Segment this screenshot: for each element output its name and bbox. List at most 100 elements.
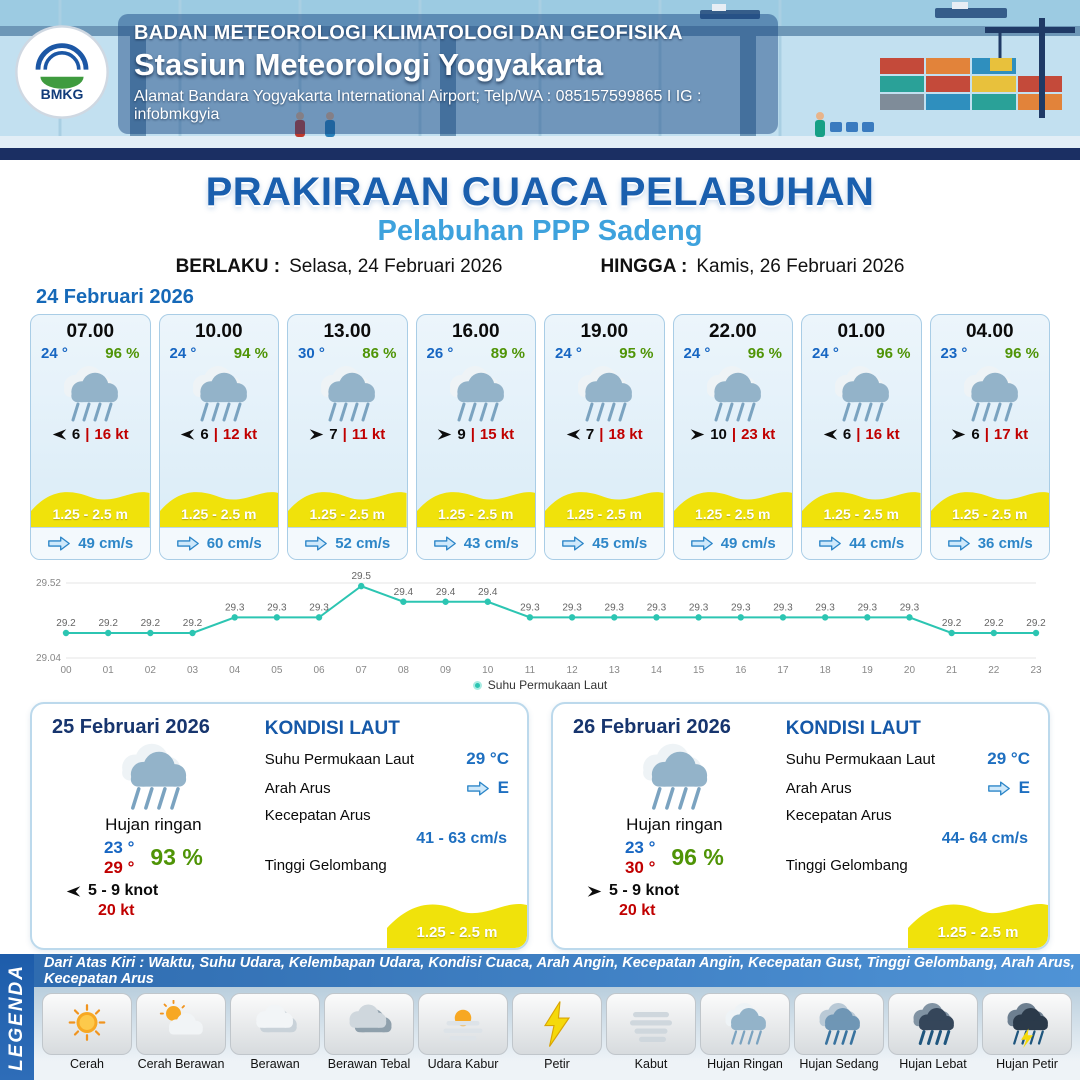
lightning-icon (512, 993, 602, 1055)
gust-speed: 12 kt (222, 426, 258, 443)
hourly-date: 24 Februari 2026 (36, 286, 194, 308)
temp-humidity-row: 24 ° 94 % (160, 343, 279, 362)
svg-text:29.3: 29.3 (647, 602, 667, 613)
wind-row: 5 - 9 knot (587, 882, 679, 900)
legend-item-label: Hujan Lebat (899, 1057, 967, 1071)
current-speed: 36 cm/s (977, 535, 1033, 552)
gust-speed: 20 kt (619, 902, 656, 920)
wave-shape (387, 903, 527, 948)
legend-main: Dari Atas Kiri : Waktu, Suhu Udara, Kele… (34, 954, 1080, 1080)
legend-title-strip: LEGENDA (0, 954, 34, 1080)
legend-item-label: Hujan Ringan (707, 1057, 783, 1071)
wave-height-band: 1.25 - 2.5 m (545, 481, 664, 527)
legend-item: Cerah (42, 993, 132, 1072)
cloud-icon (230, 993, 320, 1055)
legend-item-label: Berawan Tebal (327, 1057, 411, 1071)
wave-height-label: Tinggi Gelombang (785, 857, 908, 874)
current-speed: 43 cm/s (463, 535, 519, 552)
forecast-time: 19.00 (580, 321, 629, 342)
temp-humidity-row: 24 ° 96 % (674, 343, 793, 362)
gust-speed: 16 kt (94, 426, 129, 443)
current-direction-icon (947, 535, 971, 552)
temp-humidity-row: 23 ° 96 % (931, 343, 1050, 362)
wind-speed: 6 (971, 426, 980, 443)
wind-row: 6 | 16 kt (31, 426, 150, 443)
daily-card: 25 Februari 2026 Hujan ringan 23 ° 29 ° … (30, 702, 529, 950)
current-direction-icon (987, 780, 1011, 797)
current-speed-value: 44- 64 cm/s (941, 830, 1028, 847)
humidity: 95 % (619, 345, 654, 362)
dark-clouds-icon (324, 993, 414, 1055)
forecast-time: 13.00 (323, 321, 372, 342)
rain-icon (802, 362, 921, 426)
svg-text:29.3: 29.3 (900, 602, 920, 613)
svg-text:29.2: 29.2 (141, 618, 161, 629)
svg-text:05: 05 (271, 665, 283, 676)
wind-row: 7 | 18 kt (545, 426, 664, 443)
gust-speed: 23 kt (741, 426, 776, 443)
humidity: 93 % (150, 844, 203, 871)
wind-direction-icon (309, 427, 324, 442)
divider: | (342, 426, 347, 443)
humidity: 96 % (876, 345, 911, 362)
wind-direction-icon (52, 427, 67, 442)
wave-height-band: 1.25 - 2.5 m (31, 481, 150, 527)
station-name: Stasiun Meteorologi Yogyakarta (134, 47, 604, 82)
hingga-label: HINGGA : (600, 256, 688, 277)
svg-text:29.5: 29.5 (351, 571, 371, 582)
wave-height-band: 1.25 - 2.5 m (387, 890, 527, 948)
temp-humidity-row: 24 ° 96 % (31, 343, 150, 362)
forecast-card: 16.00 26 ° 89 % 9 | 15 kt (415, 314, 536, 560)
svg-text:29.3: 29.3 (858, 602, 878, 613)
legend-item-label: Cerah (69, 1057, 105, 1071)
svg-text:29.3: 29.3 (731, 602, 751, 613)
humidity: 96 % (747, 345, 782, 362)
svg-text:29.3: 29.3 (773, 602, 793, 613)
agency-name: BADAN METEOROLOGI KLIMATOLOGI DAN GEOFIS… (134, 22, 683, 44)
sst-line-chart: 29.52 29.04 29.2 00 29.2 01 29.2 02 29.2 03 29.3 04… (36, 571, 1046, 676)
wind-speed: 6 (71, 426, 81, 443)
gust-speed: 20 kt (98, 902, 135, 920)
svg-text:08: 08 (398, 665, 410, 676)
fog-icon (606, 993, 696, 1055)
validity-row: BERLAKU : Selasa, 24 Februari 2026 HINGG… (0, 256, 1080, 278)
sst-row: Suhu Permukaan Laut 29 °C (265, 749, 509, 769)
bmkg-logo-text: BMKG (40, 86, 84, 102)
wave-height: 1.25 - 2.5 m (416, 924, 498, 941)
legend-item-label: Hujan Sedang (799, 1057, 879, 1071)
svg-text:29.2: 29.2 (98, 618, 118, 629)
wind-direction-icon (951, 427, 966, 442)
current-speed: 45 cm/s (592, 535, 648, 552)
divider: | (85, 426, 90, 443)
svg-text:29.2: 29.2 (942, 618, 962, 629)
forecast-time: 04.00 (965, 321, 1014, 342)
forecast-time: 16.00 (451, 321, 500, 342)
legend-item: Cerah Berawan (136, 993, 226, 1072)
sst-value: 29 °C (466, 749, 509, 768)
wave-height-band: 1.25 - 2.5 m (416, 481, 535, 527)
current-speed: 44 cm/s (849, 535, 905, 552)
daily-weather-column: 25 Februari 2026 Hujan ringan 23 ° 29 ° … (32, 704, 255, 948)
wave-height-band: 1.25 - 2.5 m (673, 481, 792, 527)
forecast-card: 07.00 24 ° 96 % 6 | 16 kt (30, 314, 151, 560)
legend-item: Hujan Petir (982, 993, 1072, 1072)
forecast-card: 13.00 30 ° 86 % 7 | 11 kt (287, 314, 408, 560)
wave-height-band: 1.25 - 2.5 m (159, 481, 278, 527)
current-row: 36 cm/s (930, 527, 1049, 559)
svg-text:29.4: 29.4 (478, 587, 498, 598)
svg-text:29.4: 29.4 (436, 587, 456, 598)
svg-text:23: 23 (1030, 665, 1042, 676)
wind-speed: 9 (457, 426, 466, 443)
temp-max: 29 ° (103, 857, 135, 877)
current-row: 45 cm/s (545, 527, 664, 559)
wave-shape (545, 492, 664, 527)
wave-height-band: 1.25 - 2.5 m (288, 481, 407, 527)
current-direction-icon (433, 535, 457, 552)
svg-text:29.3: 29.3 (267, 602, 287, 613)
daily-card: 26 Februari 2026 Hujan ringan 23 ° 30 ° … (551, 702, 1050, 950)
wave-height-band: 1.25 - 2.5 m (908, 890, 1048, 948)
legend-item: Petir (512, 993, 602, 1072)
wave-shape (930, 492, 1049, 527)
wave-height: 1.25 - 2.5 m (823, 506, 900, 522)
svg-text:29.4: 29.4 (394, 587, 414, 598)
